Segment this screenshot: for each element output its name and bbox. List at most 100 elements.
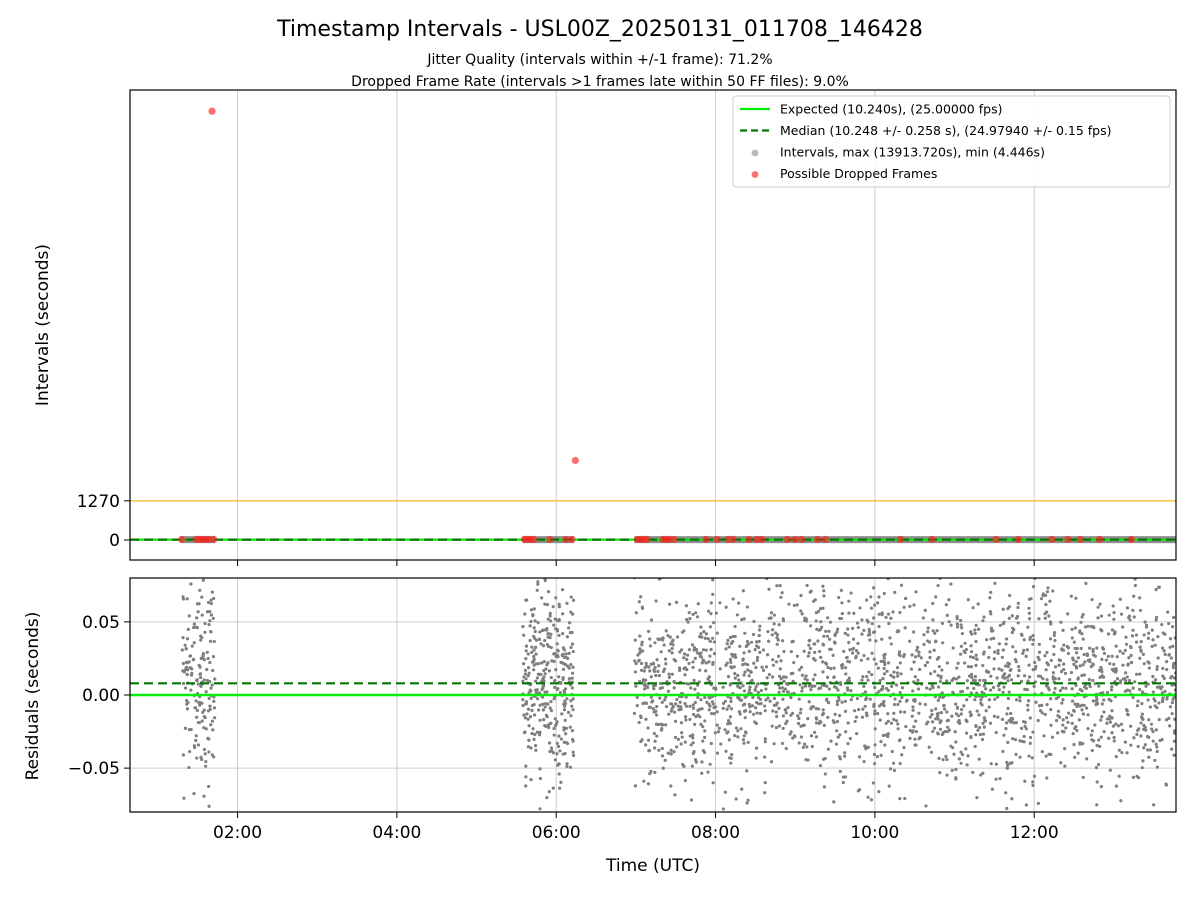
residual-point: [653, 770, 657, 774]
residual-point: [911, 630, 916, 634]
residual-point: [1014, 698, 1019, 702]
residual-point: [1142, 662, 1146, 666]
residual-point: [523, 672, 528, 676]
residual-point: [689, 798, 694, 802]
residual-point: [633, 638, 637, 642]
residual-point: [200, 613, 204, 617]
residual-point: [649, 769, 653, 774]
residual-point: [1005, 766, 1009, 770]
residual-point: [914, 655, 918, 659]
residual-point: [184, 647, 188, 651]
residual-point: [651, 707, 655, 711]
residual-point: [746, 668, 750, 672]
residual-point: [765, 676, 769, 680]
residual-point: [807, 651, 811, 655]
residual-point: [683, 778, 687, 783]
residual-point: [882, 703, 886, 708]
residual-point: [673, 735, 678, 739]
residual-point: [775, 701, 779, 705]
residual-point: [742, 651, 746, 655]
residual-point: [196, 682, 200, 686]
residual-point: [699, 625, 703, 629]
residual-point: [558, 749, 562, 753]
residual-point: [651, 662, 656, 666]
residual-point: [543, 702, 548, 706]
residual-point: [1155, 745, 1159, 749]
residual-point: [963, 650, 967, 655]
residual-point: [1078, 741, 1082, 745]
residual-point: [524, 649, 528, 653]
residual-point: [1148, 705, 1153, 709]
residual-point: [746, 740, 750, 745]
residual-point: [956, 661, 960, 665]
residual-point: [994, 777, 998, 781]
residual-point: [647, 748, 652, 753]
residuals-y-ticks: 0.050.00−0.05: [68, 613, 130, 779]
residual-point: [201, 654, 205, 658]
residual-point: [891, 761, 896, 765]
residual-point: [1131, 628, 1135, 632]
residual-point: [1075, 704, 1079, 709]
residual-point: [726, 675, 731, 679]
residual-point: [846, 688, 850, 692]
residual-point: [209, 723, 213, 727]
residual-point: [777, 706, 781, 710]
residual-point: [549, 645, 553, 650]
residual-point: [979, 773, 983, 777]
residual-point: [884, 615, 888, 620]
residual-point: [939, 711, 944, 715]
residual-point: [666, 633, 670, 638]
residual-point: [877, 624, 881, 629]
residual-point: [1117, 774, 1121, 778]
residual-point: [931, 729, 935, 734]
residual-point: [1060, 648, 1064, 652]
residual-point: [778, 584, 782, 588]
residual-point: [878, 678, 882, 683]
residual-point: [951, 677, 955, 681]
residual-point: [675, 635, 680, 639]
residual-point: [208, 660, 212, 665]
residual-point: [714, 611, 718, 615]
residual-point: [757, 696, 761, 700]
residual-point: [770, 724, 774, 728]
dropped-frame-point: [670, 535, 678, 543]
residual-point: [735, 613, 739, 617]
residual-point: [940, 668, 944, 672]
residual-point: [547, 790, 551, 794]
residuals-x-ticks: 02:00 04:00 06:00 08:00 10:00 12:00: [213, 812, 1059, 843]
residual-point: [1143, 620, 1147, 624]
residual-point: [1016, 674, 1020, 678]
residual-point: [527, 671, 531, 675]
residual-point: [1074, 596, 1078, 600]
residual-point: [1037, 642, 1041, 647]
residual-point: [1010, 630, 1014, 635]
residual-point: [802, 649, 806, 653]
residual-point: [1089, 733, 1093, 737]
residual-point: [1115, 677, 1120, 681]
residual-point: [1096, 616, 1100, 620]
residual-point: [527, 724, 531, 728]
residual-point: [826, 665, 830, 670]
residual-point: [942, 703, 946, 708]
residual-point: [1081, 741, 1085, 746]
residual-point: [552, 733, 556, 737]
legend-box: [732, 95, 1171, 188]
residual-point: [769, 760, 774, 764]
residual-point: [982, 716, 986, 720]
residual-point: [533, 679, 538, 683]
residual-point: [195, 708, 199, 712]
residual-point: [526, 666, 531, 670]
residual-point: [831, 569, 834, 572]
residual-point: [557, 772, 561, 776]
residual-point: [1151, 638, 1155, 642]
residual-point: [971, 770, 975, 774]
residual-point: [200, 719, 204, 723]
residual-point: [808, 590, 812, 594]
residual-point: [919, 656, 923, 660]
residual-point: [651, 699, 655, 703]
residual-point: [798, 711, 802, 715]
residual-point: [560, 612, 565, 616]
residual-point: [786, 690, 790, 694]
residual-point: [181, 597, 186, 601]
residual-point: [900, 753, 904, 757]
